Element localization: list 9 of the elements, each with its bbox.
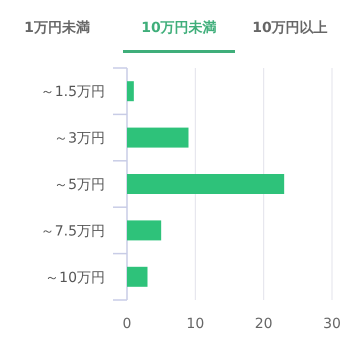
- x-tick-label: 30: [323, 316, 341, 332]
- x-tick-label: 10: [186, 316, 204, 332]
- y-tick-label: ～5万円: [54, 177, 105, 193]
- x-tick-label: 20: [254, 316, 273, 332]
- x-tick-label: 0: [122, 316, 132, 332]
- y-tick-label: ～10万円: [45, 270, 105, 286]
- y-tick-label: ～7.5万円: [40, 223, 105, 240]
- y-tick-label: ～3万円: [54, 130, 105, 147]
- y-tick-label: ～1.5万円: [40, 84, 105, 100]
